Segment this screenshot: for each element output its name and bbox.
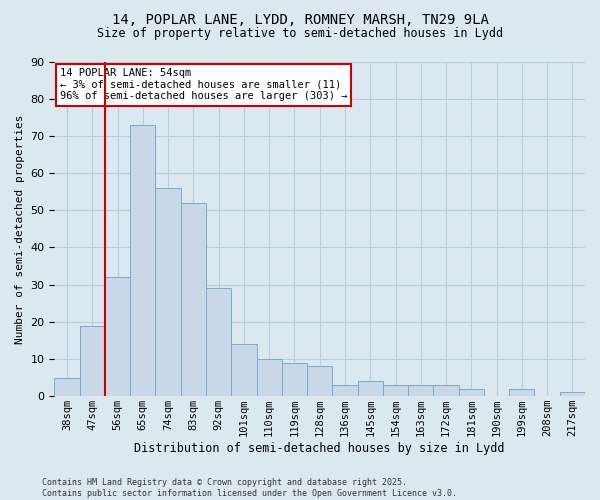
Bar bbox=[257, 359, 282, 396]
Text: 14, POPLAR LANE, LYDD, ROMNEY MARSH, TN29 9LA: 14, POPLAR LANE, LYDD, ROMNEY MARSH, TN2… bbox=[112, 12, 488, 26]
Text: Contains HM Land Registry data © Crown copyright and database right 2025.
Contai: Contains HM Land Registry data © Crown c… bbox=[42, 478, 457, 498]
Bar bbox=[433, 385, 458, 396]
Bar bbox=[560, 392, 585, 396]
Bar bbox=[358, 382, 383, 396]
Bar bbox=[105, 277, 130, 396]
Bar bbox=[282, 362, 307, 396]
Bar bbox=[383, 385, 408, 396]
Bar bbox=[458, 388, 484, 396]
Bar bbox=[80, 326, 105, 396]
Bar bbox=[155, 188, 181, 396]
X-axis label: Distribution of semi-detached houses by size in Lydd: Distribution of semi-detached houses by … bbox=[134, 442, 505, 455]
Y-axis label: Number of semi-detached properties: Number of semi-detached properties bbox=[15, 114, 25, 344]
Bar bbox=[509, 388, 535, 396]
Bar bbox=[307, 366, 332, 396]
Bar bbox=[130, 124, 155, 396]
Bar bbox=[231, 344, 257, 396]
Bar bbox=[206, 288, 231, 396]
Text: 14 POPLAR LANE: 54sqm
← 3% of semi-detached houses are smaller (11)
96% of semi-: 14 POPLAR LANE: 54sqm ← 3% of semi-detac… bbox=[60, 68, 347, 102]
Text: Size of property relative to semi-detached houses in Lydd: Size of property relative to semi-detach… bbox=[97, 28, 503, 40]
Bar bbox=[408, 385, 433, 396]
Bar bbox=[332, 385, 358, 396]
Bar bbox=[55, 378, 80, 396]
Bar bbox=[181, 203, 206, 396]
